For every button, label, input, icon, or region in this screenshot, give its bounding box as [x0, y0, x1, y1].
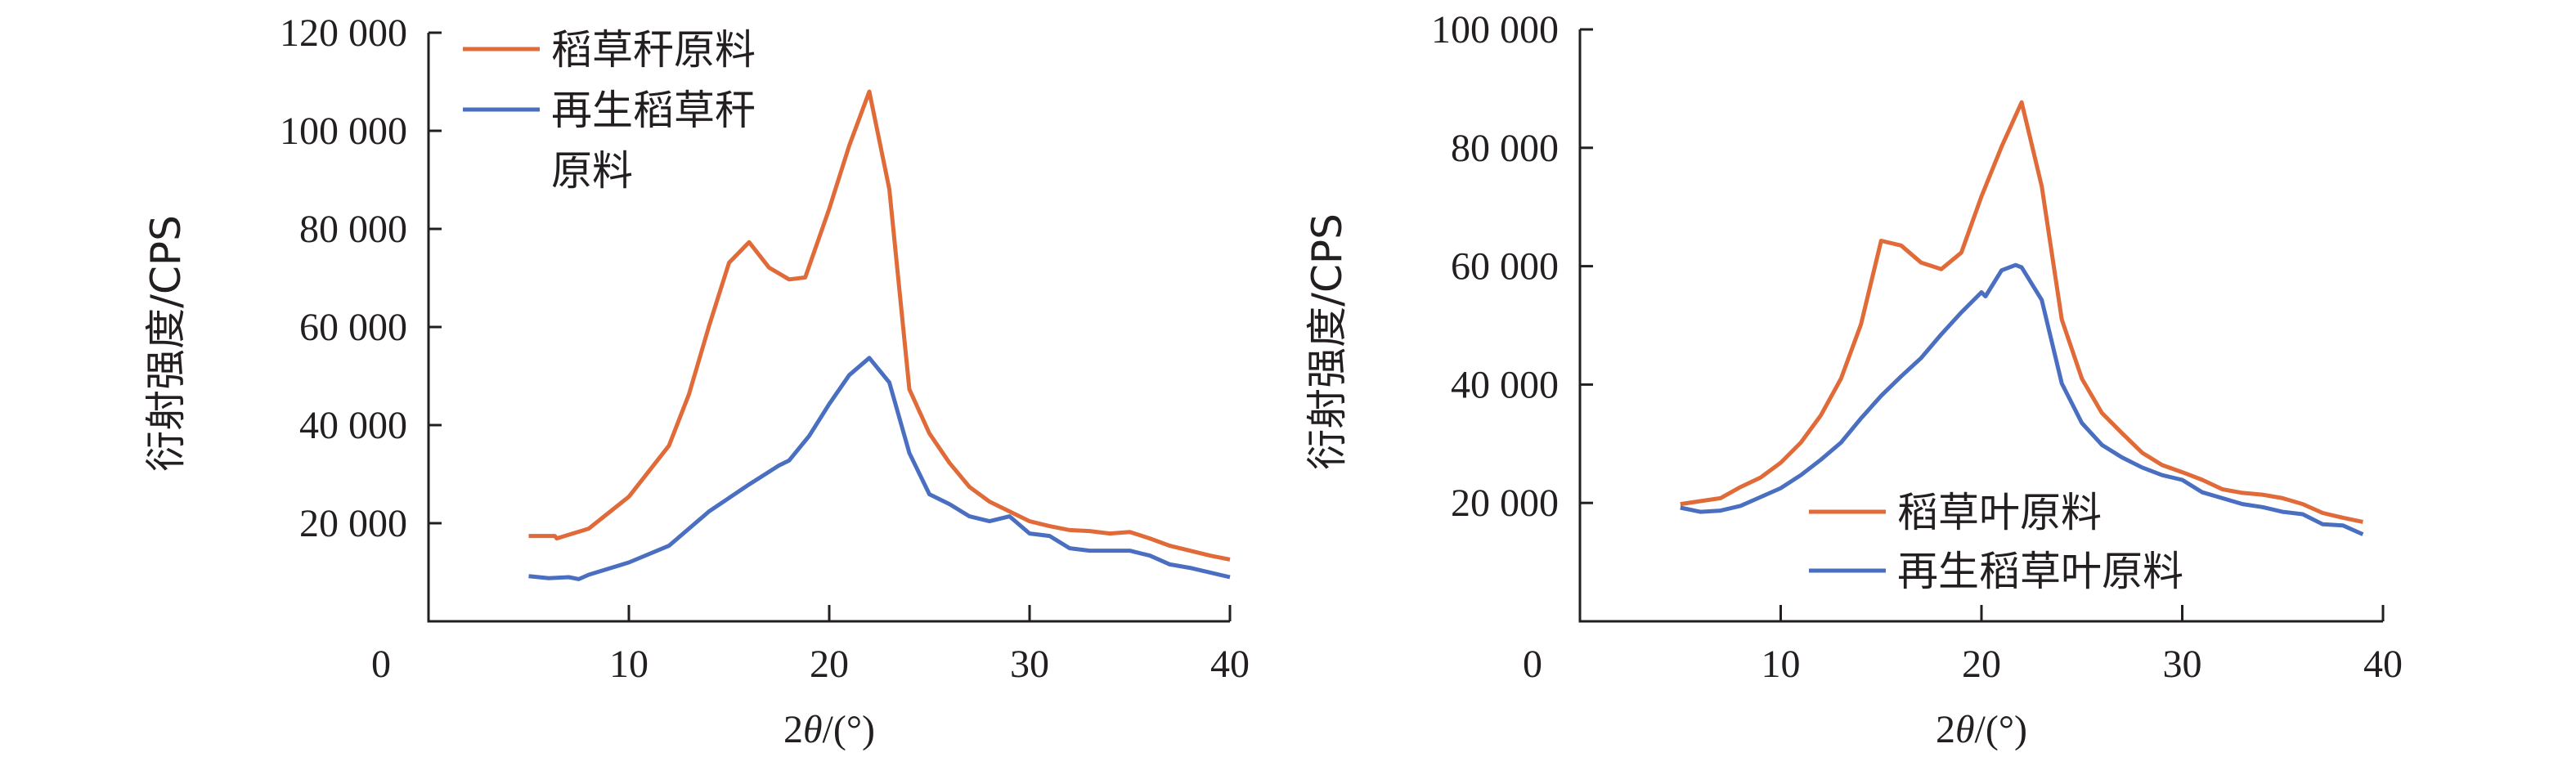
x-axis-label-part: 2	[1936, 708, 1955, 751]
series-line-1	[528, 89, 1231, 562]
y-tick-label: 60 000	[299, 306, 407, 349]
y-axis-label: 衍射强度/CPS	[1304, 213, 1351, 470]
y-axis-label: 衍射强度/CPS	[142, 215, 190, 472]
x-tick-label: 20	[810, 643, 849, 686]
y-tick-label: 20 000	[299, 502, 407, 545]
legend-label: 原料	[551, 147, 633, 195]
legend-label: 再生稻草叶原料	[1897, 548, 2183, 595]
legend-label: 再生稻草秆	[551, 87, 756, 134]
y-tick-label: 120 000	[280, 11, 407, 55]
x-axis-label-part: /(°)	[1975, 708, 2028, 751]
x-axis-label: 2θ/(°)	[1936, 708, 2027, 751]
x-tick-label: 10	[1761, 643, 1801, 686]
x-tick-label: 10	[609, 643, 648, 686]
x-tick-label: 30	[2163, 643, 2202, 686]
chart-2: 20 000 40 000 60 000 80 000 100 000 0 10 20 30 40…	[1304, 8, 2403, 751]
axes	[1578, 29, 2383, 623]
x-axis-label: 2θ/(°)	[783, 708, 875, 751]
x-axis-label-part: θ	[1955, 708, 1975, 751]
y-tick-label: 40 000	[299, 404, 407, 447]
y-tick-label: 80 000	[299, 208, 407, 251]
x-tick-label: 0	[1523, 643, 1542, 686]
y-tick-label: 60 000	[1451, 245, 1559, 289]
legend-label: 稻草叶原料	[1897, 489, 2102, 536]
chart-1: 20 000 40 000 60 000 80 000 100 000 120 000 0 1…	[142, 11, 1250, 751]
x-tick-label: 30	[1010, 643, 1049, 686]
y-tick-label: 100 000	[280, 110, 407, 153]
legend-label: 稻草秆原料	[551, 26, 756, 74]
x-axis-label-part: /(°)	[823, 708, 876, 751]
series-line-2	[1680, 262, 2364, 536]
x-tick-label: 40	[1210, 643, 1250, 686]
x-tick-label: 0	[371, 643, 391, 686]
x-axis-label-part: θ	[803, 708, 823, 751]
x-tick-label: 20	[1962, 643, 2001, 686]
y-tick-label: 40 000	[1451, 363, 1559, 406]
y-tick-label: 20 000	[1451, 482, 1559, 525]
x-axis-label-part: 2	[783, 708, 803, 751]
series-line-2	[528, 356, 1231, 581]
series-line-1	[1680, 100, 2363, 524]
y-tick-label: 80 000	[1451, 127, 1559, 170]
x-tick-label: 40	[2363, 643, 2403, 686]
y-tick-label: 100 000	[1431, 8, 1559, 52]
